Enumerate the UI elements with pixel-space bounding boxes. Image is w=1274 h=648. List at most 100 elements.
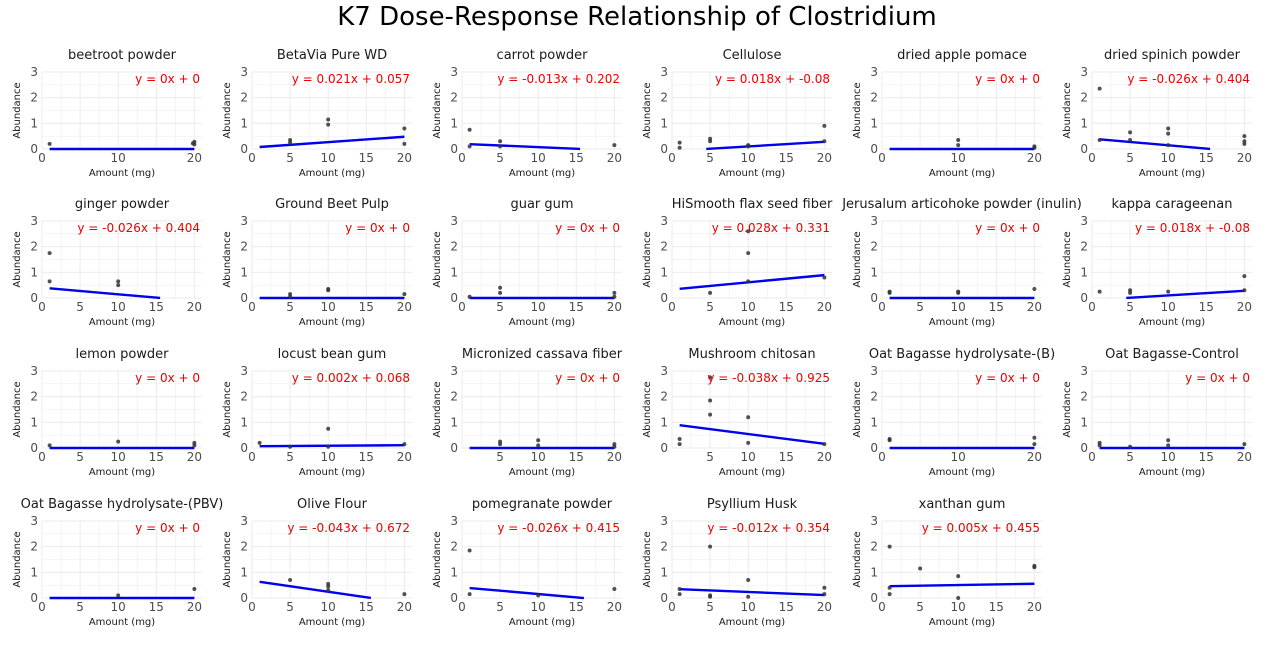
y-tick-label: 0: [660, 441, 668, 455]
facet-panel: BetaVia Pure WD 0 1 2 3 0 5 10 15 20 Amount (mg) Ab…: [222, 48, 412, 179]
facet-panel: beetroot powder 0 1 2 3 0 10 20 Amount (mg) Abund…: [12, 48, 202, 179]
y-tick-label: 0: [240, 591, 248, 605]
data-point: [1032, 435, 1037, 440]
panel-title: guar gum: [510, 197, 573, 212]
data-point: [326, 288, 331, 293]
y-tick-label: 1: [450, 565, 458, 579]
data-point: [956, 138, 961, 143]
regression-equation: y = -0.013x + 0.202: [497, 72, 620, 86]
x-tick-label: 15: [1199, 450, 1214, 464]
y-tick-label: 2: [240, 390, 248, 404]
x-tick-label: 0: [248, 450, 256, 464]
data-point: [822, 585, 827, 590]
data-point: [402, 592, 407, 597]
x-tick-label: 20: [1237, 300, 1252, 314]
facet-panel: guar gum 0 1 2 3 0 5 10 15 20 Amount (mg) Abundance…: [432, 197, 622, 328]
x-tick-label: 20: [397, 450, 412, 464]
x-tick-label: 15: [149, 450, 164, 464]
facet-panel: locust bean gum 0 1 2 3 0 5 10 15 20 Amount (mg) Ab…: [222, 347, 412, 478]
x-tick-label: 15: [569, 300, 584, 314]
facet-panel: dried apple pomace 0 1 2 3 0 10 20 Amount (mg) Ab…: [852, 48, 1042, 179]
data-point: [677, 442, 682, 447]
data-point: [402, 292, 407, 297]
data-point: [47, 279, 52, 284]
facet-panel: Cellulose 0 1 2 3 0 5 10 15 20 Amount (mg) Abundanc…: [642, 48, 832, 179]
y-tick-label: 2: [660, 91, 668, 105]
x-tick-label: 20: [187, 600, 202, 614]
data-point: [918, 566, 923, 571]
data-point: [498, 290, 503, 295]
y-tick-label: 2: [450, 240, 458, 254]
x-tick-label: 5: [496, 600, 504, 614]
x-tick-label: 10: [1161, 300, 1176, 314]
data-point: [326, 122, 331, 127]
y-tick-label: 2: [660, 540, 668, 554]
data-point: [116, 283, 121, 288]
x-tick-label: 15: [359, 300, 374, 314]
data-point: [116, 593, 121, 598]
data-point: [1128, 138, 1133, 143]
regression-equation: y = 0x + 0: [975, 371, 1040, 385]
facet-panel: Jerusalum articohoke powder (inulin) 0 1 2 3…: [841, 197, 1082, 328]
data-point: [467, 127, 472, 132]
panel-title: Olive Flour: [297, 497, 368, 512]
x-tick-label: 0: [458, 300, 466, 314]
regression-equation: y = 0x + 0: [135, 521, 200, 535]
x-tick-label: 5: [286, 300, 294, 314]
x-tick-label: 5: [496, 151, 504, 165]
regression-equation: y = 0.028x + 0.331: [712, 221, 830, 235]
regression-equation: y = -0.043x + 0.672: [287, 521, 410, 535]
data-point: [612, 444, 617, 449]
x-axis-label: Amount (mg): [509, 467, 575, 478]
data-point: [1097, 138, 1102, 143]
y-tick-label: 1: [870, 565, 878, 579]
y-tick-label: 3: [240, 214, 248, 228]
x-tick-label: 0: [668, 151, 676, 165]
data-point: [326, 444, 331, 449]
x-tick-label: 5: [496, 450, 504, 464]
x-axis-label: Amount (mg): [719, 168, 785, 179]
x-tick-label: 20: [1237, 450, 1252, 464]
y-tick-label: 3: [240, 364, 248, 378]
panel-title: lemon powder: [75, 347, 169, 362]
y-tick-label: 3: [870, 514, 878, 528]
x-tick-label: 10: [1161, 450, 1176, 464]
panel-title: HiSmooth flax seed fiber: [672, 197, 833, 212]
y-tick-label: 2: [660, 390, 668, 404]
x-tick-label: 5: [286, 600, 294, 614]
panel-title: Oat Bagasse-Control: [1105, 347, 1239, 362]
regression-equation: y = 0.005x + 0.455: [922, 521, 1040, 535]
y-tick-label: 0: [870, 591, 878, 605]
x-tick-label: 15: [1199, 151, 1214, 165]
facet-panel: Oat Bagasse hydrolysate-(B) 0 1 2 3 0 10 20 Amou…: [852, 347, 1055, 478]
data-point: [47, 443, 52, 448]
y-tick-label: 0: [870, 291, 878, 305]
facet-panel: Micronized cassava fiber 0 1 2 3 5 10 15 20 Amoun…: [432, 347, 623, 478]
data-point: [822, 123, 827, 128]
x-tick-label: 0: [248, 300, 256, 314]
y-tick-label: 3: [870, 364, 878, 378]
x-tick-label: 15: [1199, 300, 1214, 314]
data-point: [326, 426, 331, 431]
data-point: [746, 251, 751, 256]
y-tick-label: 2: [1080, 91, 1088, 105]
facet-panel: dried spinich powder 0 1 2 3 0 5 10 15 20 Amount (…: [1062, 48, 1252, 179]
x-tick-label: 10: [741, 450, 756, 464]
y-axis-label: Abundance: [432, 231, 443, 287]
y-tick-label: 2: [660, 240, 668, 254]
x-tick-label: 20: [1027, 300, 1042, 314]
data-point: [887, 585, 892, 590]
x-tick-label: 15: [149, 300, 164, 314]
y-tick-label: 1: [1080, 116, 1088, 130]
regression-equation: y = -0.038x + 0.925: [707, 371, 830, 385]
x-tick-label: 5: [706, 151, 714, 165]
x-tick-label: 20: [817, 151, 832, 165]
data-point: [1097, 443, 1102, 448]
panel-title: kappa carageenan: [1112, 197, 1233, 212]
y-tick-label: 0: [1080, 441, 1088, 455]
y-tick-label: 2: [1080, 240, 1088, 254]
data-point: [1128, 290, 1133, 295]
x-tick-label: 15: [359, 450, 374, 464]
y-tick-label: 1: [30, 265, 38, 279]
panel-title: Mushroom chitosan: [688, 347, 815, 362]
